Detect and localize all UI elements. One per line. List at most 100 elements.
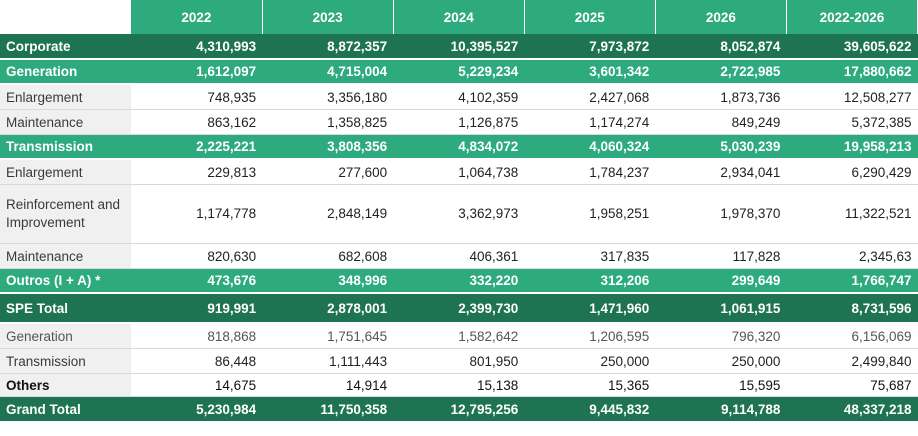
cell-value: 2,499,840 [786, 348, 918, 374]
cell-value: 1,471,960 [524, 293, 656, 324]
row-transmission-enlargement: Enlargement 229,813 277,600 1,064,738 1,… [0, 159, 918, 185]
row-label: Grand Total [0, 396, 132, 421]
row-label: Enlargement [0, 84, 132, 110]
cell-value: 11,322,521 [786, 184, 918, 244]
cell-value: 682,608 [262, 243, 394, 269]
cell-value: 229,813 [131, 159, 263, 185]
cell-value: 17,880,662 [786, 59, 918, 85]
cell-value: 820,630 [131, 243, 263, 269]
year-header: 2025 [524, 0, 656, 34]
row-label: Corporate [0, 34, 132, 60]
row-label: Reinforcement and Improvement [0, 184, 132, 244]
header-row: 2022 2023 2024 2025 2026 2022-2026 [0, 0, 918, 34]
cell-value: 1,061,915 [655, 293, 787, 324]
cell-value: 332,220 [393, 268, 525, 294]
row-reinforcement-improvement: Reinforcement and Improvement 1,174,778 … [0, 184, 918, 244]
cell-value: 5,030,239 [655, 134, 787, 160]
cell-value: 1,111,443 [262, 348, 394, 374]
cell-value: 8,731,596 [786, 293, 918, 324]
row-generation-maintenance: Maintenance 863,162 1,358,825 1,126,875 … [0, 109, 918, 135]
cell-value: 1,358,825 [262, 109, 394, 135]
cell-value: 317,835 [524, 243, 656, 269]
cell-value: 39,605,622 [786, 34, 918, 60]
cell-value: 1,958,251 [524, 184, 656, 244]
cell-value: 14,914 [262, 373, 394, 397]
cell-value: 1,873,736 [655, 84, 787, 110]
cell-value: 1,206,595 [524, 323, 656, 349]
cell-value: 312,206 [524, 268, 656, 294]
cell-value: 4,310,993 [131, 34, 263, 60]
cell-value: 2,722,985 [655, 59, 787, 85]
cell-value: 796,320 [655, 323, 787, 349]
row-grand-total: Grand Total 5,230,984 11,750,358 12,795,… [0, 396, 918, 421]
row-label: Maintenance [0, 109, 132, 135]
total-period-header: 2022-2026 [786, 0, 918, 34]
cell-value: 6,290,429 [786, 159, 918, 185]
cell-value: 19,958,213 [786, 134, 918, 160]
cell-value: 12,508,277 [786, 84, 918, 110]
cell-value: 2,225,221 [131, 134, 263, 160]
cell-value: 3,808,356 [262, 134, 394, 160]
row-spe-transmission: Transmission 86,448 1,111,443 801,950 25… [0, 348, 918, 374]
row-spe-generation: Generation 818,868 1,751,645 1,582,642 1… [0, 323, 918, 349]
cell-value: 12,795,256 [393, 396, 525, 421]
cell-value: 818,868 [131, 323, 263, 349]
header-corner [0, 0, 132, 34]
cell-value: 14,675 [131, 373, 263, 397]
cell-value: 9,445,832 [524, 396, 656, 421]
row-label: Generation [0, 59, 132, 85]
cell-value: 2,848,149 [262, 184, 394, 244]
cell-value: 1,766,747 [786, 268, 918, 294]
row-corporate: Corporate 4,310,993 8,872,357 10,395,527… [0, 34, 918, 60]
row-label: Transmission [0, 348, 132, 374]
year-header: 2024 [393, 0, 525, 34]
row-label: Generation [0, 323, 132, 349]
cell-value: 5,372,385 [786, 109, 918, 135]
cell-value: 5,230,984 [131, 396, 263, 421]
cell-value: 11,750,358 [262, 396, 394, 421]
row-spe-others: Others 14,675 14,914 15,138 15,365 15,59… [0, 373, 918, 397]
cell-value: 1,174,778 [131, 184, 263, 244]
cell-value: 849,249 [655, 109, 787, 135]
cell-value: 1,582,642 [393, 323, 525, 349]
cell-value: 6,156,069 [786, 323, 918, 349]
cell-value: 8,872,357 [262, 34, 394, 60]
cell-value: 277,600 [262, 159, 394, 185]
row-label: SPE Total [0, 293, 132, 324]
cell-value: 2,878,001 [262, 293, 394, 324]
cell-value: 15,365 [524, 373, 656, 397]
cell-value: 1,751,645 [262, 323, 394, 349]
cell-value: 1,978,370 [655, 184, 787, 244]
row-spe-total: SPE Total 919,991 2,878,001 2,399,730 1,… [0, 293, 918, 324]
cell-value: 86,448 [131, 348, 263, 374]
year-header: 2022 [131, 0, 263, 34]
row-label: Transmission [0, 134, 132, 160]
cell-value: 299,649 [655, 268, 787, 294]
cell-value: 2,345,63 [786, 243, 918, 269]
cell-value: 9,114,788 [655, 396, 787, 421]
cell-value: 7,973,872 [524, 34, 656, 60]
cell-value: 1,174,274 [524, 109, 656, 135]
cell-value: 2,934,041 [655, 159, 787, 185]
cell-value: 863,162 [131, 109, 263, 135]
cell-value: 5,229,234 [393, 59, 525, 85]
row-label: Maintenance [0, 243, 132, 269]
cell-value: 3,356,180 [262, 84, 394, 110]
row-label: Outros (I + A) * [0, 268, 132, 294]
row-label: Others [0, 373, 132, 397]
cell-value: 250,000 [655, 348, 787, 374]
cell-value: 406,361 [393, 243, 525, 269]
cell-value: 4,715,004 [262, 59, 394, 85]
row-transmission-maintenance: Maintenance 820,630 682,608 406,361 317,… [0, 243, 918, 269]
cell-value: 2,399,730 [393, 293, 525, 324]
cell-value: 250,000 [524, 348, 656, 374]
row-outros: Outros (I + A) * 473,676 348,996 332,220… [0, 268, 918, 294]
cell-value: 48,337,218 [786, 396, 918, 421]
cell-value: 4,102,359 [393, 84, 525, 110]
cell-value: 1,126,875 [393, 109, 525, 135]
cell-value: 801,950 [393, 348, 525, 374]
year-header: 2023 [262, 0, 394, 34]
row-generation-enlargement: Enlargement 748,935 3,356,180 4,102,359 … [0, 84, 918, 110]
row-label: Enlargement [0, 159, 132, 185]
cell-value: 4,834,072 [393, 134, 525, 160]
